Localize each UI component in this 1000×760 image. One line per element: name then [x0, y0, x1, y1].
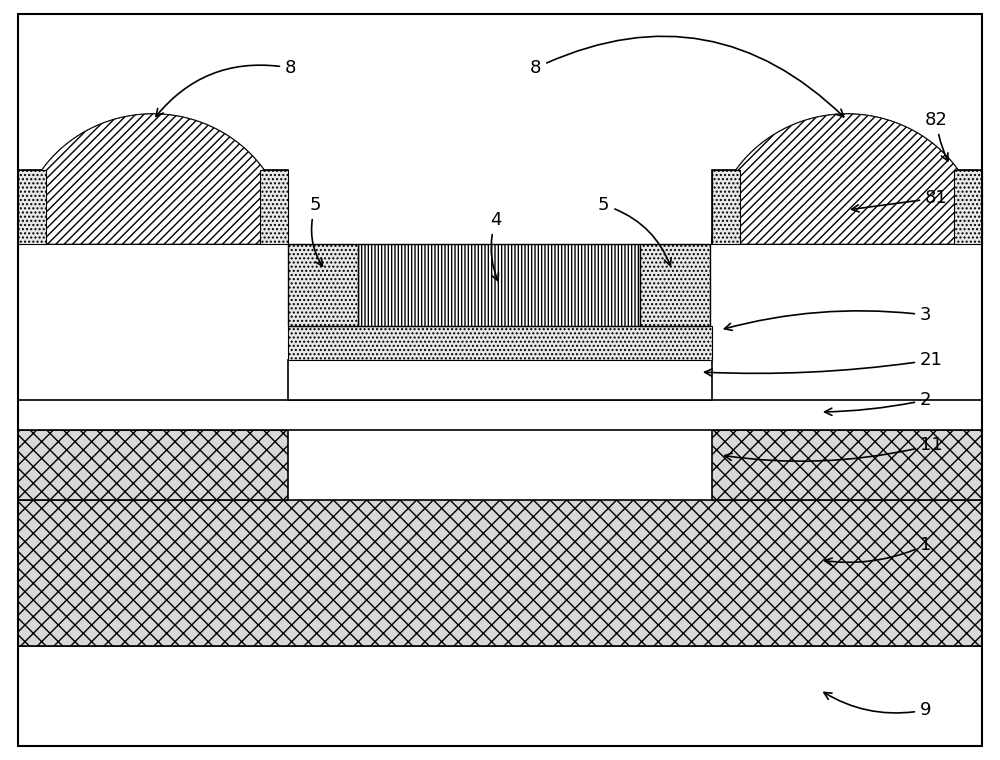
Text: 5: 5: [310, 196, 322, 266]
Bar: [288, 326, 712, 360]
Bar: [954, 170, 982, 244]
Text: 2: 2: [825, 391, 932, 416]
Bar: [18, 500, 982, 646]
PathPatch shape: [712, 114, 982, 244]
PathPatch shape: [712, 114, 982, 244]
Bar: [18, 430, 288, 500]
Text: 5: 5: [598, 196, 671, 266]
Bar: [18, 400, 982, 430]
PathPatch shape: [18, 114, 288, 244]
Text: 9: 9: [824, 692, 932, 719]
Text: 1: 1: [825, 536, 931, 565]
Text: 11: 11: [725, 436, 943, 461]
Bar: [288, 360, 712, 400]
Bar: [18, 170, 46, 244]
Text: 3: 3: [724, 306, 932, 331]
Bar: [260, 170, 288, 244]
Text: 8: 8: [156, 59, 296, 116]
Bar: [18, 646, 982, 746]
Text: 81: 81: [852, 189, 948, 212]
PathPatch shape: [18, 114, 288, 244]
Bar: [712, 430, 982, 500]
Bar: [712, 170, 740, 244]
Bar: [358, 244, 640, 326]
Bar: [288, 244, 358, 326]
Text: 8: 8: [530, 36, 844, 117]
Bar: [640, 244, 710, 326]
Text: 82: 82: [925, 111, 948, 161]
Text: 21: 21: [705, 351, 943, 376]
Bar: [712, 170, 982, 244]
Bar: [18, 170, 288, 244]
Text: 4: 4: [490, 211, 502, 280]
